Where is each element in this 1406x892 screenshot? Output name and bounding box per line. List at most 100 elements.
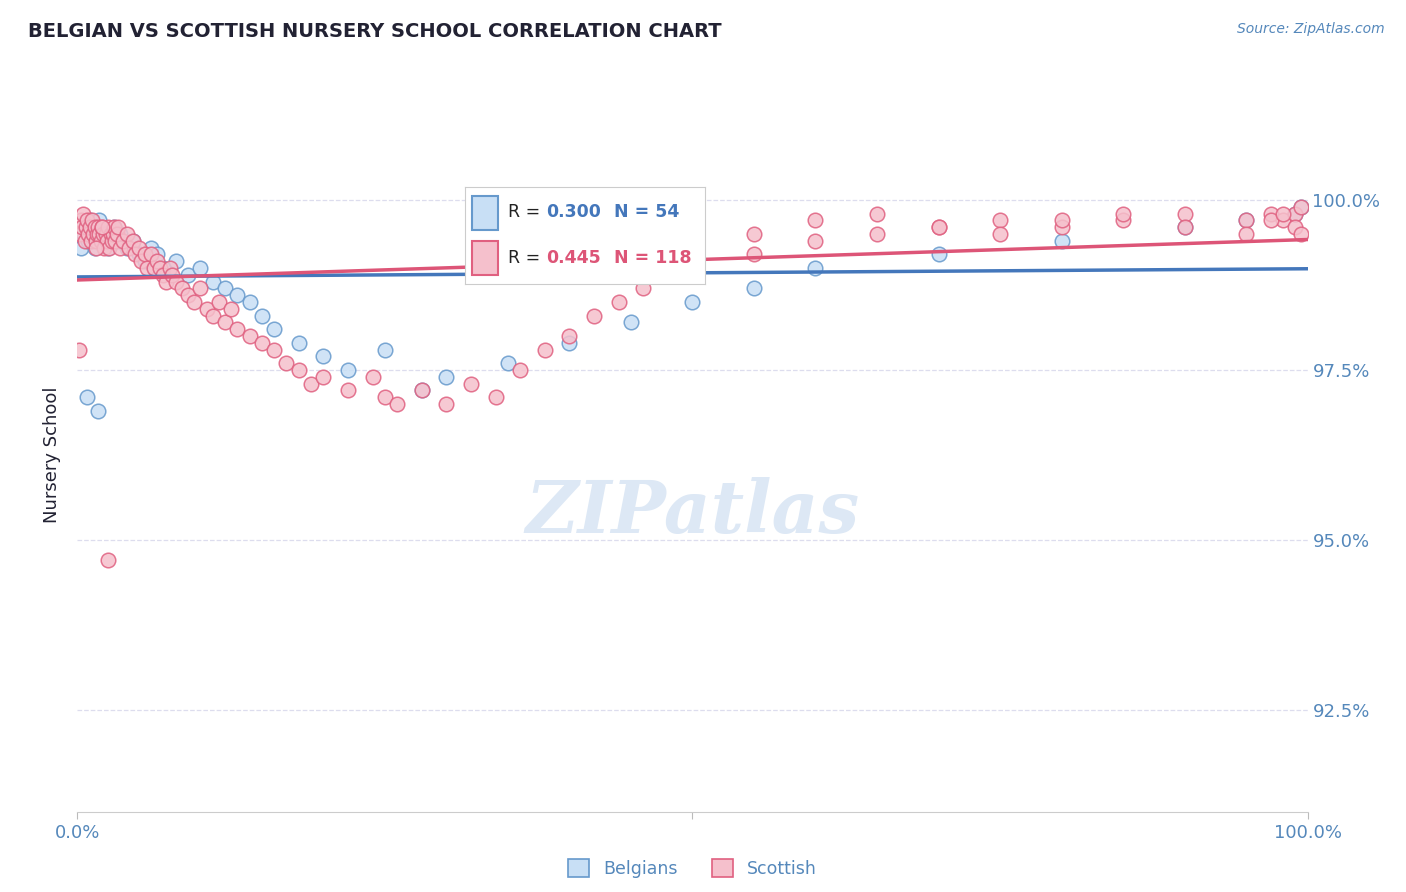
Point xyxy=(558,329,581,343)
Point xyxy=(866,227,889,241)
Point xyxy=(115,241,138,255)
Point xyxy=(76,390,98,404)
Text: BELGIAN VS SCOTTISH NURSERY SCHOOL CORRELATION CHART: BELGIAN VS SCOTTISH NURSERY SCHOOL CORRE… xyxy=(28,22,721,41)
Point xyxy=(1174,207,1197,221)
Point xyxy=(558,335,581,350)
Point xyxy=(1234,213,1257,227)
Point xyxy=(1284,207,1306,221)
Point xyxy=(82,213,104,227)
Point xyxy=(141,241,163,255)
Point xyxy=(97,553,120,567)
Text: ZIPatlas: ZIPatlas xyxy=(526,476,859,548)
Point xyxy=(226,288,249,302)
Point xyxy=(928,220,950,235)
Point xyxy=(72,227,94,241)
Point xyxy=(110,241,132,255)
Point xyxy=(1050,213,1073,227)
Point xyxy=(107,220,129,235)
Point xyxy=(86,227,108,241)
Point xyxy=(152,260,174,275)
Point xyxy=(436,369,458,384)
Point xyxy=(89,227,111,241)
Point xyxy=(128,241,150,255)
Point xyxy=(131,254,153,268)
Point xyxy=(155,275,177,289)
Point xyxy=(988,213,1011,227)
Point xyxy=(436,397,458,411)
Point xyxy=(1174,220,1197,235)
Point xyxy=(239,329,262,343)
Point xyxy=(104,234,127,248)
Point xyxy=(804,234,827,248)
Point xyxy=(214,281,236,295)
Point xyxy=(91,227,114,241)
Point xyxy=(682,295,704,310)
Point xyxy=(1234,213,1257,227)
Point xyxy=(72,207,94,221)
Point xyxy=(84,220,107,235)
Point xyxy=(77,234,100,248)
Point xyxy=(558,213,581,227)
Point xyxy=(90,234,114,248)
Point xyxy=(77,227,100,241)
Point xyxy=(988,227,1011,241)
Point xyxy=(1050,220,1073,235)
Point xyxy=(134,254,156,268)
Point xyxy=(1112,213,1135,227)
Y-axis label: Nursery School: Nursery School xyxy=(44,386,62,524)
Point xyxy=(165,275,187,289)
Point xyxy=(485,390,508,404)
Point xyxy=(149,260,172,275)
Point xyxy=(76,213,98,227)
Point xyxy=(620,207,643,221)
Point xyxy=(121,234,143,248)
Point xyxy=(70,213,93,227)
Point xyxy=(1174,220,1197,235)
Point xyxy=(288,335,311,350)
Point xyxy=(190,281,212,295)
Point xyxy=(657,268,679,282)
Point xyxy=(80,234,103,248)
Point xyxy=(534,343,557,357)
Point xyxy=(79,220,101,235)
Point xyxy=(496,356,519,370)
Point xyxy=(94,227,117,241)
Point xyxy=(928,220,950,235)
Point xyxy=(374,390,396,404)
Point xyxy=(101,234,124,248)
Point xyxy=(97,241,120,255)
Point xyxy=(374,343,396,357)
Point xyxy=(742,247,765,261)
Point xyxy=(110,227,132,241)
Point xyxy=(97,220,120,235)
Point xyxy=(1260,213,1282,227)
Point xyxy=(146,247,169,261)
Point xyxy=(93,227,115,241)
Point xyxy=(103,220,125,235)
Point xyxy=(682,220,704,235)
Point xyxy=(239,295,262,310)
Point xyxy=(90,234,112,248)
Point xyxy=(87,403,110,417)
Point xyxy=(80,227,103,241)
Point xyxy=(411,384,433,398)
Point xyxy=(288,363,311,377)
Point xyxy=(1272,213,1295,227)
Point xyxy=(312,369,335,384)
Point xyxy=(105,234,128,248)
Point xyxy=(312,350,335,364)
Point xyxy=(159,260,181,275)
Point xyxy=(82,234,104,248)
FancyBboxPatch shape xyxy=(472,196,499,230)
Point xyxy=(101,227,124,241)
Point xyxy=(928,247,950,261)
Point xyxy=(201,275,224,289)
Text: N = 54: N = 54 xyxy=(613,203,679,221)
Point xyxy=(742,227,765,241)
Point xyxy=(804,260,827,275)
Point xyxy=(111,234,134,248)
Point xyxy=(83,220,105,235)
Point xyxy=(214,315,236,329)
Point xyxy=(263,343,285,357)
Point xyxy=(142,260,165,275)
